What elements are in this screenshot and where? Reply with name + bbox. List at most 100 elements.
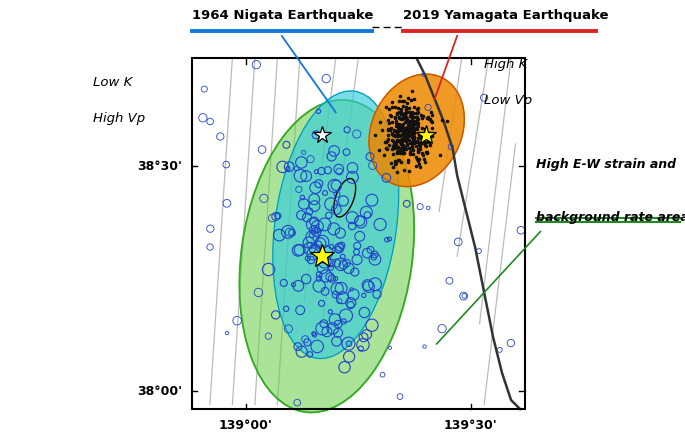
Point <box>388 132 399 139</box>
Point <box>401 127 412 134</box>
Point <box>388 164 399 170</box>
Point <box>334 243 345 250</box>
Point <box>412 146 423 153</box>
Point <box>397 116 408 123</box>
Point <box>414 203 425 210</box>
Point <box>325 259 336 266</box>
Point <box>395 93 406 100</box>
Point <box>386 129 397 136</box>
Point <box>346 286 357 293</box>
Point <box>333 321 344 328</box>
Point <box>384 127 395 134</box>
Point <box>331 206 342 213</box>
Ellipse shape <box>273 91 399 358</box>
Point <box>314 271 325 278</box>
Point <box>369 251 380 258</box>
Point <box>291 165 302 172</box>
Point <box>403 129 414 136</box>
Point <box>413 140 424 147</box>
Point <box>416 139 427 146</box>
Point <box>407 142 418 149</box>
Point <box>404 133 415 140</box>
Point <box>400 127 411 134</box>
Point <box>412 115 423 122</box>
Point <box>400 113 411 120</box>
Point <box>386 112 397 119</box>
Point <box>232 317 242 324</box>
Point <box>361 209 372 216</box>
Point <box>407 139 418 146</box>
Point <box>397 136 408 143</box>
Point <box>393 124 404 131</box>
Point <box>384 235 395 242</box>
Point <box>419 126 430 133</box>
Point <box>309 196 320 203</box>
Point <box>284 163 295 170</box>
Point <box>410 118 421 125</box>
Point <box>392 110 403 117</box>
Point <box>402 115 413 122</box>
Point <box>422 114 433 121</box>
Point <box>402 120 413 127</box>
Point <box>348 291 359 298</box>
Point <box>407 114 418 121</box>
Point <box>381 174 392 181</box>
Point <box>367 162 378 169</box>
Point <box>398 143 409 150</box>
Point <box>263 266 274 273</box>
Point <box>306 256 316 263</box>
Point <box>384 119 395 126</box>
Text: Low Vp: Low Vp <box>484 94 532 107</box>
Point <box>414 130 425 137</box>
Point <box>332 191 342 198</box>
Point <box>410 121 421 128</box>
Point <box>407 123 418 130</box>
Point <box>392 121 403 128</box>
Point <box>418 71 429 78</box>
Point <box>405 122 416 129</box>
Point <box>307 233 318 240</box>
Point <box>414 145 425 152</box>
Point <box>405 128 416 135</box>
Point <box>343 265 354 272</box>
Point <box>395 144 406 151</box>
Point <box>394 126 405 133</box>
Point <box>341 259 352 266</box>
Text: High E-W strain and: High E-W strain and <box>536 158 676 171</box>
Point <box>408 104 419 111</box>
Point <box>288 281 299 288</box>
Point <box>391 122 402 129</box>
Point <box>295 307 306 313</box>
Point <box>369 254 379 261</box>
Point <box>473 248 484 255</box>
Text: 139°00': 139°00' <box>219 419 273 432</box>
Point <box>390 123 401 129</box>
Point <box>282 165 293 172</box>
Point <box>271 213 282 220</box>
Point <box>419 127 430 134</box>
Point <box>403 121 414 128</box>
Point <box>347 222 358 229</box>
Point <box>386 124 397 131</box>
Point <box>337 294 348 301</box>
Point <box>302 255 313 262</box>
Point <box>401 99 412 106</box>
Point <box>313 108 324 115</box>
Point <box>408 147 419 154</box>
Point <box>297 194 308 201</box>
Point <box>354 218 365 225</box>
Point <box>319 190 330 197</box>
Point <box>389 127 400 134</box>
Point <box>347 174 358 181</box>
Ellipse shape <box>240 100 414 412</box>
Point <box>404 140 415 147</box>
Point <box>421 149 432 156</box>
Point <box>403 95 414 102</box>
Point <box>408 126 419 133</box>
Point <box>321 328 332 335</box>
Point <box>331 338 342 345</box>
Point <box>390 141 401 148</box>
Point <box>394 114 405 121</box>
Point <box>390 133 401 140</box>
Point <box>419 141 430 148</box>
